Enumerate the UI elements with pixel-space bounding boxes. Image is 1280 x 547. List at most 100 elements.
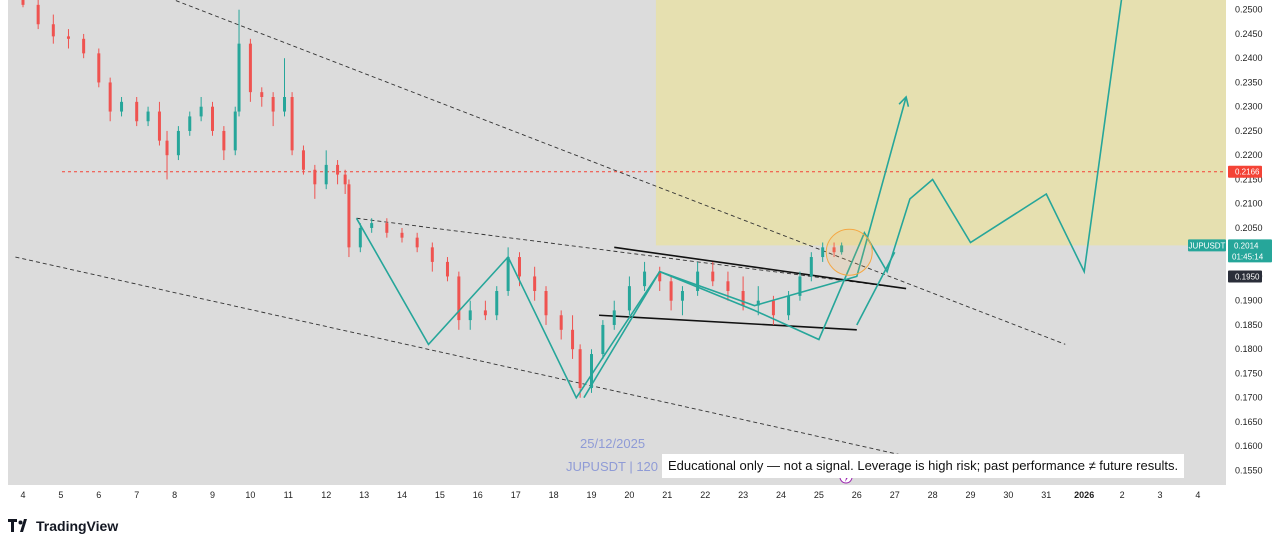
candle-body: [97, 53, 101, 83]
candle-body: [495, 291, 499, 316]
candles: [21, 0, 844, 398]
candle: [821, 242, 825, 262]
projection-path-2: [856, 251, 896, 326]
candle-body: [445, 261, 449, 277]
candle: [643, 261, 647, 291]
candle: [533, 266, 537, 301]
projection-path-0: [355, 0, 1123, 400]
candle-body: [680, 291, 684, 301]
price-tag-label: 0.2166: [1235, 168, 1260, 177]
candle: [336, 160, 340, 185]
candle: [237, 9, 241, 117]
candle-body: [483, 310, 487, 316]
price-tick-label: 0.2450: [1235, 29, 1263, 39]
candle: [400, 227, 404, 243]
candle-body: [832, 247, 836, 253]
price-tick-label: 0.1750: [1235, 368, 1263, 378]
candle: [120, 97, 124, 117]
candle: [741, 276, 745, 311]
price-tick-label: 0.1700: [1235, 393, 1263, 403]
candle-body: [612, 310, 616, 325]
candle-body: [358, 227, 362, 248]
candle: [176, 126, 180, 161]
watermark-date: 25/12/2025: [580, 436, 645, 451]
candle: [468, 300, 472, 330]
candle: [385, 218, 389, 238]
watermark-symbol: JUPUSDT | 120: [566, 459, 658, 474]
time-tick-label: 17: [511, 490, 521, 500]
candle-body: [415, 237, 419, 248]
price-tick-label: 0.2050: [1235, 223, 1263, 233]
candle: [290, 92, 294, 156]
current-symbol-label: JUPUSDT: [1189, 241, 1226, 250]
candle-body: [347, 184, 351, 248]
tradingview-branding[interactable]: TradingView: [8, 516, 118, 536]
trendline-4: [599, 314, 857, 331]
candle: [66, 29, 70, 49]
candle-body: [468, 310, 472, 321]
price-tag-bg: [1228, 165, 1262, 178]
time-tick-label: 8: [172, 490, 177, 500]
candle: [358, 223, 362, 253]
watermark: 25/12/2025 JUPUSDT | 120: [566, 436, 658, 474]
candle-body: [517, 257, 521, 277]
candle: [559, 310, 563, 340]
price-tick-label: 0.1900: [1235, 296, 1263, 306]
candle-body: [506, 257, 510, 291]
candle-body: [199, 106, 203, 117]
trendline-1: [15, 256, 971, 471]
candle-body: [578, 349, 582, 388]
candle: [415, 232, 419, 253]
candle: [248, 38, 252, 102]
tradingview-logo-icon: [8, 519, 27, 532]
price-tick-label: 0.2500: [1235, 5, 1263, 15]
candle-body: [711, 271, 715, 282]
candle-body: [669, 281, 673, 301]
candle: [457, 271, 461, 330]
candle-body: [590, 354, 593, 388]
candle-body: [271, 97, 275, 112]
candle: [233, 106, 237, 156]
candle-body: [571, 329, 575, 350]
candle: [809, 252, 813, 282]
projection-path-1: [583, 96, 907, 399]
candle: [601, 320, 605, 359]
candle-body: [248, 43, 252, 93]
price-tick-label: 0.1600: [1235, 441, 1263, 451]
candle-body: [313, 169, 317, 185]
candle: [483, 300, 487, 321]
time-tick-label: 2026: [1074, 490, 1094, 500]
time-tick-label: 11: [284, 490, 293, 500]
candle: [832, 242, 836, 258]
candle: [578, 344, 582, 398]
highlight-circle: [825, 228, 873, 276]
time-tick-label: 9: [210, 490, 215, 500]
time-tick-label: 6: [96, 490, 101, 500]
candle-body: [82, 38, 86, 54]
candle-body: [627, 286, 631, 311]
price-tick-label: 0.2200: [1235, 150, 1263, 160]
target-zone: [655, 0, 1226, 246]
time-tick-label: 4: [20, 490, 25, 500]
candle: [680, 286, 684, 316]
candle-body: [643, 271, 647, 287]
candle-body: [821, 247, 825, 258]
candle-body: [66, 36, 70, 39]
bar-countdown-label: 01:45:14: [1232, 252, 1264, 261]
candle: [627, 276, 631, 316]
candle: [756, 286, 760, 316]
candle: [97, 48, 101, 88]
time-tick-label: 12: [321, 490, 331, 500]
candle-body: [696, 271, 700, 291]
candle: [612, 300, 616, 330]
price-chart[interactable]: 25/12/2025 JUPUSDT | 120 0.2500 0.2450 0.2…: [0, 0, 1280, 508]
candle: [36, 0, 40, 30]
candle-body: [21, 0, 25, 5]
price-tag-label: 0.1950: [1235, 272, 1260, 281]
candle-body: [544, 291, 548, 316]
time-axis[interactable]: 4 5 6 7 8 9 10 11 12 13 14 15 16 17 18 19 20 21 22 23 24 25 26…: [20, 490, 1200, 500]
chart-panel[interactable]: 25/12/2025 JUPUSDT | 120 0.2500 0.2450 0.2…: [0, 0, 1280, 508]
current-price-tag: JUPUSDT 0.2014 01:45:14: [1188, 239, 1272, 263]
candle: [711, 261, 715, 287]
tradingview-logo-text: TradingView: [36, 518, 119, 534]
